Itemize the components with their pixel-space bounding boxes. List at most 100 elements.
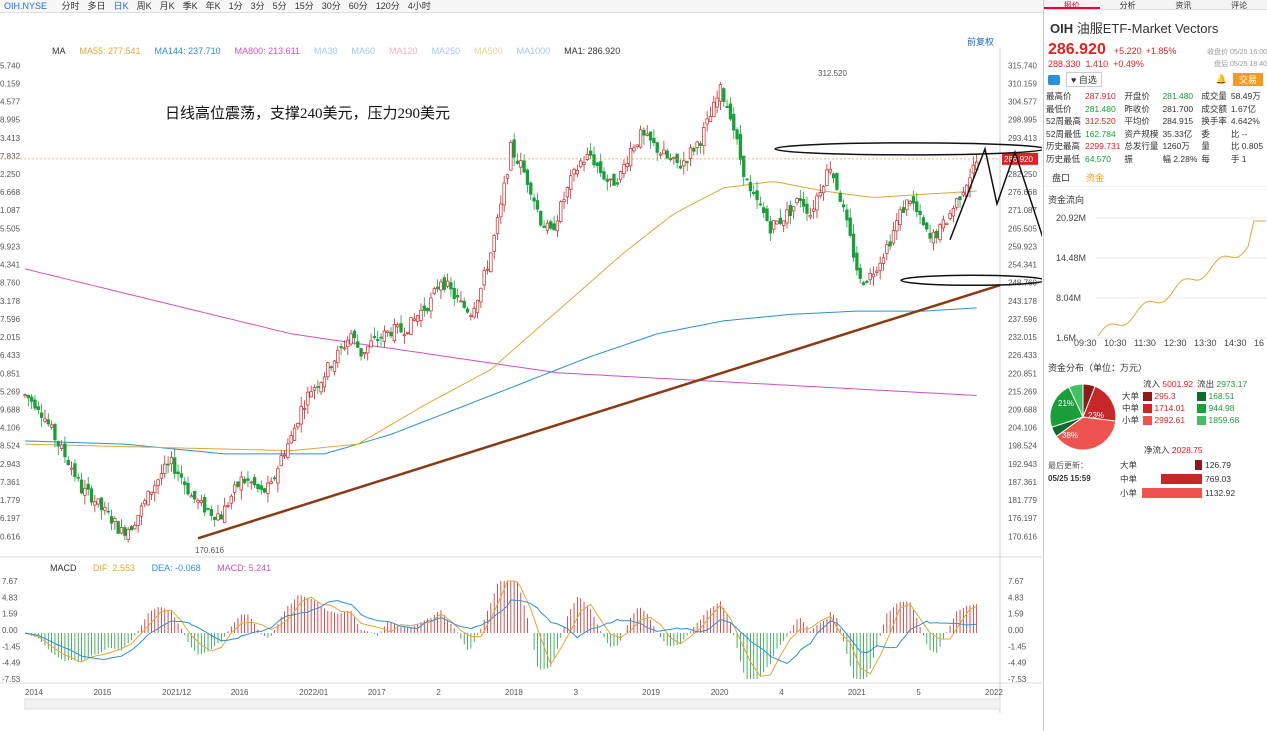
flow-y-label: 1.6M	[1056, 333, 1076, 343]
candle-body	[482, 270, 486, 286]
period-8[interactable]: 3分	[250, 1, 265, 11]
action-row: ♥ 自选 🔔 交易	[1044, 69, 1267, 90]
period-4[interactable]: 月K	[159, 1, 175, 11]
zigzag-arrow	[949, 146, 1042, 240]
macd-tick: -4.49	[1008, 659, 1027, 668]
candle-body	[861, 282, 866, 286]
candle-body	[299, 405, 303, 425]
trade-button[interactable]: 交易	[1232, 73, 1263, 86]
candle-body	[782, 220, 786, 226]
period-11[interactable]: 30分	[321, 1, 341, 11]
candle-body	[366, 345, 370, 354]
ma-item-3[interactable]: MA30	[314, 46, 338, 56]
candle-body	[555, 220, 560, 232]
period-12[interactable]: 60分	[348, 1, 368, 11]
candle-body	[332, 360, 337, 372]
candle-body	[93, 501, 97, 506]
macd-tick: 4.83	[1008, 593, 1024, 602]
share-icon[interactable]	[1048, 74, 1060, 85]
macd-tick: -7.53	[1008, 675, 1027, 684]
period-5[interactable]: 季K	[182, 1, 198, 11]
quote-row: 52周最低 162.784 资产规模 35.33亿委 比 --	[1044, 128, 1265, 141]
period-0[interactable]: 分时	[61, 1, 80, 11]
ticker-label[interactable]: OIH.NYSE	[4, 1, 48, 11]
candle-body	[645, 133, 649, 136]
candle-body	[33, 399, 37, 409]
candle-body	[535, 200, 540, 210]
low-marker: 170.616	[195, 546, 224, 555]
candle-body	[575, 170, 580, 175]
ma-item-2[interactable]: MA800: 213.611	[234, 46, 300, 56]
tab-capital[interactable]: 资金	[1086, 173, 1105, 183]
y-tick-label-left: 0.616	[0, 532, 21, 541]
adjust-label[interactable]: 前复权	[966, 37, 994, 47]
candle-body	[732, 114, 736, 131]
range-scrollbar[interactable]	[24, 698, 1001, 710]
price-row: 286.920 +5.220 +1.85% 收盘价 05/25 16:00	[1044, 41, 1267, 59]
candle-body	[236, 481, 240, 487]
macd-value: MACD: 5.241	[217, 563, 272, 573]
candle-body	[522, 160, 526, 173]
ma-item-0[interactable]: MA55: 277.541	[79, 46, 141, 56]
dist-title: 资金分布（单位：万元）	[1048, 363, 1148, 373]
period-3[interactable]: 周K	[136, 1, 152, 11]
y-tick-label-left: 5.269	[0, 387, 21, 396]
candle-body	[336, 349, 340, 364]
x-tick-label: 5	[916, 688, 921, 697]
candle-body	[346, 339, 350, 348]
candle-body	[475, 300, 480, 314]
ma-item-1[interactable]: MA144: 237.710	[154, 46, 221, 56]
quote-cell: 成交额	[1201, 103, 1227, 114]
symbol-title: OIH 油服ETF-Market Vectors	[1044, 10, 1267, 37]
panel-tab-1[interactable]: 分析	[1119, 1, 1136, 10]
y-tick-label: 187.361	[1008, 478, 1037, 487]
panel-tab-0[interactable]: 报价	[1044, 0, 1100, 10]
candle-body	[841, 204, 846, 208]
candle-body	[599, 161, 603, 174]
candle-body	[376, 339, 380, 342]
macd-tick-left: 1.59	[2, 610, 18, 619]
candle-body	[139, 505, 144, 517]
period-9[interactable]: 5分	[272, 1, 287, 11]
ma-item-6[interactable]: MA250	[431, 46, 461, 56]
period-10[interactable]: 15分	[294, 1, 314, 11]
candle-body	[282, 454, 287, 457]
candle-body	[259, 485, 263, 491]
y-tick-label: 170.616	[1008, 532, 1037, 541]
candle-body	[46, 419, 50, 425]
quote-cell: 312.520	[1084, 116, 1116, 126]
candle-body	[249, 481, 253, 484]
macd-tick: -1.45	[1008, 642, 1027, 651]
ma-item-8[interactable]: MA1000	[516, 46, 551, 56]
candle-body	[316, 386, 320, 388]
candle-body	[89, 488, 94, 503]
period-7[interactable]: 1分	[228, 1, 243, 11]
candle-body	[915, 201, 919, 213]
y-tick-label-left: 9.923	[0, 242, 21, 251]
watchlist-button[interactable]: ♥ 自选	[1066, 72, 1102, 87]
ma-item-4[interactable]: MA60	[351, 46, 376, 56]
ma-item-5[interactable]: MA120	[389, 46, 418, 56]
tab-orderbook[interactable]: 盘口	[1052, 173, 1071, 183]
panel-tab-2[interactable]: 资讯	[1175, 1, 1192, 10]
period-13[interactable]: 120分	[375, 1, 400, 11]
candle-body	[439, 281, 443, 291]
panel-tab-3[interactable]: 评论	[1231, 1, 1248, 10]
ma-item-9[interactable]: MA1: 286.920	[564, 46, 621, 56]
net-label: 净流入	[1144, 445, 1170, 455]
candle-body	[279, 455, 283, 467]
quote-cell: 幅 2.28%	[1162, 153, 1198, 164]
period-14[interactable]: 4小时	[407, 1, 431, 11]
candle-body	[918, 210, 922, 215]
candle-body	[648, 131, 653, 141]
candle-body	[788, 204, 792, 216]
quote-cell: 量	[1201, 141, 1210, 151]
candle-body	[718, 84, 723, 102]
ma-item-7[interactable]: MA500	[474, 46, 503, 56]
period-1[interactable]: 多日	[87, 1, 106, 11]
period-2[interactable]: 日K	[113, 1, 129, 11]
bell-icon[interactable]: 🔔	[1215, 74, 1227, 84]
y-tick-label: 243.178	[1008, 297, 1037, 306]
period-6[interactable]: 年K	[205, 1, 221, 11]
x-tick-label: 2017	[368, 688, 386, 697]
